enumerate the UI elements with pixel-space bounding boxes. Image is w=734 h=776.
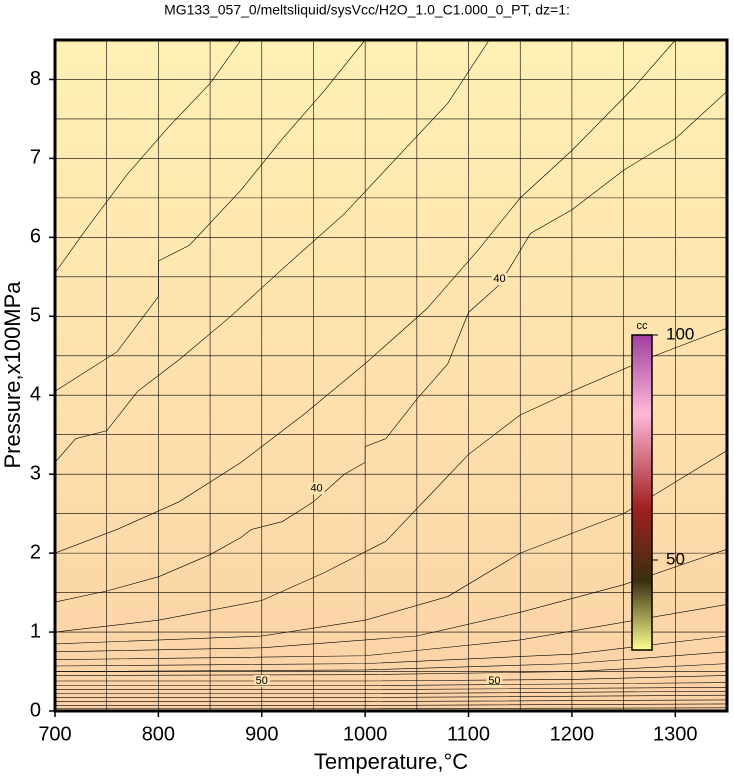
x-tick-label: 1300: [653, 723, 698, 745]
x-tick-label: 1200: [550, 723, 595, 745]
contour-label: 50: [488, 675, 500, 687]
y-axis-title: Pressure,x100MPa: [0, 281, 25, 469]
colorbar-label: cc: [637, 320, 649, 332]
y-tick-label: 6: [30, 226, 41, 248]
x-axis-title: Temperature,°C: [314, 749, 468, 774]
contour-line: [55, 707, 727, 709]
contour-line: [55, 40, 490, 463]
contour-line: [55, 682, 727, 687]
colorbar-tick-label: 100: [666, 324, 694, 343]
y-tick-label: 0: [30, 699, 41, 721]
y-tick-label: 5: [30, 305, 41, 327]
grid: [55, 40, 727, 711]
contour-label-bg: [491, 273, 508, 286]
contour-line: [55, 450, 727, 645]
contour-line: [55, 687, 727, 690]
contour-line: [55, 699, 727, 702]
y-tick-label: 4: [30, 384, 41, 406]
contour-line: [55, 91, 727, 603]
contour-line: [55, 604, 727, 660]
x-tick-label: 900: [245, 723, 278, 745]
plot-area: [55, 40, 727, 711]
colorbar-tick-label: 50: [666, 549, 685, 568]
y-tick-label: 2: [30, 541, 41, 563]
contour-label-bg: [486, 675, 503, 688]
contour-line: [55, 694, 727, 698]
colorbar: [631, 334, 653, 651]
contour-line: [55, 690, 727, 694]
y-tick-label: 1: [30, 620, 41, 642]
y-tick-label: 3: [30, 462, 41, 484]
contour-line: [55, 663, 727, 676]
contour-line: [55, 327, 727, 633]
x-tick-label: 700: [38, 723, 71, 745]
plot-frame: [53, 38, 729, 713]
contour-label-bg: [308, 482, 325, 495]
contour-label-bg: [253, 675, 270, 688]
contour-line: [55, 703, 727, 706]
contours: 40 40 50 50: [55, 40, 727, 709]
y-tick-label: 8: [30, 68, 41, 90]
x-tick-label: 1100: [447, 723, 490, 745]
y-tick-label: 7: [30, 147, 41, 169]
x-tick-label: 800: [142, 723, 175, 745]
contour-line: [55, 40, 242, 274]
chart-title: MG133_057_0/meltsliquid/sysVcc/H2O_1.0_C…: [164, 2, 570, 18]
contour-line: [55, 675, 727, 682]
contour-label: 40: [493, 273, 505, 285]
contour-label: 40: [310, 482, 322, 494]
contour-line: [55, 651, 727, 672]
contour-line: [55, 40, 676, 554]
contour-line: [55, 40, 366, 392]
contour-label: 50: [256, 675, 268, 687]
x-tick-label: 1000: [343, 723, 388, 745]
